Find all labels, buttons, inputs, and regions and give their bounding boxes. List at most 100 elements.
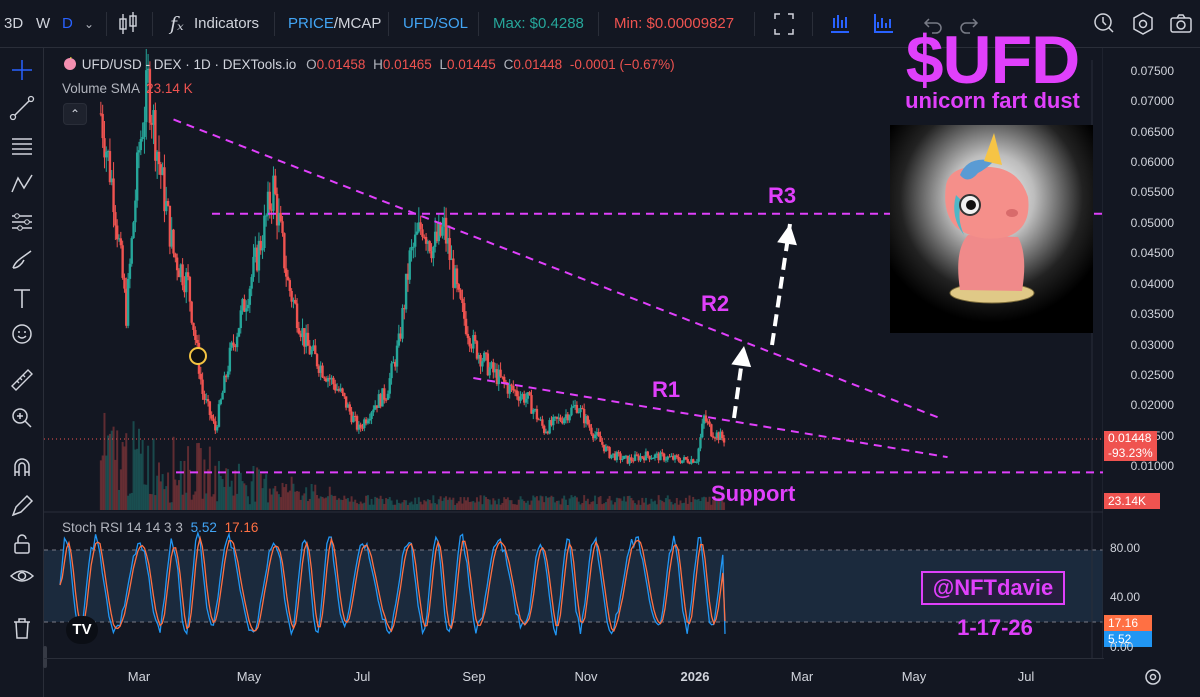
candle-body [630,457,633,461]
pattern-icon[interactable] [8,170,36,198]
crosshair-icon[interactable] [8,56,36,84]
text-icon[interactable] [8,284,36,312]
volume-bar [316,494,319,510]
volume-bar [119,469,122,510]
volume-bar [563,495,566,510]
interval-3d-button[interactable]: 3D [4,15,24,32]
candle-body [550,420,553,426]
volume-bar [470,501,473,510]
interval-chevron-down-icon[interactable]: ⌄ [84,17,95,31]
candle-body [323,377,326,379]
volume-bar [479,495,482,510]
zoom-icon[interactable] [8,404,36,432]
candle-body [292,299,295,302]
eye-icon[interactable] [8,562,36,590]
volume-bar [572,497,575,510]
brush-icon[interactable] [8,246,36,274]
candle-body [655,453,659,455]
candle-body [624,455,628,457]
volume-bar [492,498,495,510]
candle-body [114,212,117,226]
candle-body [493,369,497,373]
price-mcap-toggle[interactable]: PRICE/MCAP [288,0,381,48]
volume-bar [410,501,413,510]
candle-body [561,420,564,424]
time-axis[interactable]: Mar May Jul Sep Nov 2026 Mar May Jul [44,658,1104,697]
undo-icon[interactable] [922,10,944,38]
candle-body [393,361,397,367]
candle-body [203,393,206,400]
candle-body [375,405,379,408]
rsi-tick-80: 80.00 [1110,541,1141,555]
trash-icon[interactable] [8,614,36,642]
gear-icon[interactable] [1142,666,1164,688]
volume-bar [312,491,315,510]
fib-icon[interactable] [8,132,36,160]
volume-bar [372,504,375,510]
volume-bar [294,491,297,510]
candle-body [199,373,202,380]
volume-bar [510,500,513,510]
volume-bar [276,491,279,510]
candle-body [661,452,664,454]
time-tick: 2026 [680,669,710,684]
volume-bar [328,486,331,510]
volume-bar [508,500,511,510]
price-chart[interactable] [44,48,1103,658]
fx-icon[interactable]: fₓ [170,13,184,35]
volume-bar [561,498,564,510]
symbol-label[interactable]: UFD/USD - DEX · 1D · DEXTools.io [81,57,297,72]
emoji-icon[interactable] [8,320,36,348]
trendline-icon[interactable] [8,94,36,122]
candle-body [619,453,622,460]
replay-icon[interactable] [1131,10,1155,38]
fullscreen-icon[interactable] [772,10,796,38]
volume-bar [334,495,337,510]
candle-body [254,247,257,257]
volume-bar [308,498,311,510]
prediction-icon[interactable] [8,208,36,236]
chart-type-icon[interactable] [872,10,896,38]
volume-bar [401,502,404,510]
bar-chart-icon[interactable] [828,10,852,38]
candle-body [684,457,688,460]
scrollbar[interactable] [43,646,47,668]
candle-body [146,68,150,71]
candle-body [483,352,486,362]
rsi-k-badge: 5.52 [1104,631,1152,647]
candle-body [548,420,551,434]
volume-bar [177,480,180,510]
candle-body [495,369,499,385]
lock-icon[interactable] [8,530,36,558]
alert-icon[interactable] [1092,10,1116,38]
candle-body [601,441,604,445]
redo-icon[interactable] [958,10,980,38]
volume-bar [437,499,440,510]
candle-body [201,379,204,394]
volume-bar [394,504,397,510]
candle-body [275,193,279,226]
ruler-icon[interactable] [8,366,36,394]
volume-bar [514,504,517,510]
candles-icon[interactable] [116,10,140,38]
high-label: H [373,57,383,72]
indicators-button[interactable]: Indicators [194,15,260,32]
volume-bar [525,502,528,510]
time-tick: Nov [574,669,598,684]
interval-w-button[interactable]: W [36,15,51,32]
volume-bar [147,445,150,510]
candle-body [205,399,208,401]
lock-drawing-icon[interactable] [8,492,36,520]
camera-icon[interactable] [1169,10,1193,38]
pair-toggle[interactable]: UFD/SOL [403,15,469,32]
magnet-icon[interactable] [8,454,36,482]
interval-d-button[interactable]: D [62,15,73,32]
tradingview-logo-icon[interactable]: TV [66,616,98,644]
volume-bar [566,504,569,510]
collapse-legend-button[interactable]: ⌃ [63,103,87,125]
volume-bar [170,502,173,510]
candle-body [530,395,533,414]
volume-bar [475,497,478,510]
candle-body [379,394,382,407]
candle-body [553,416,557,418]
